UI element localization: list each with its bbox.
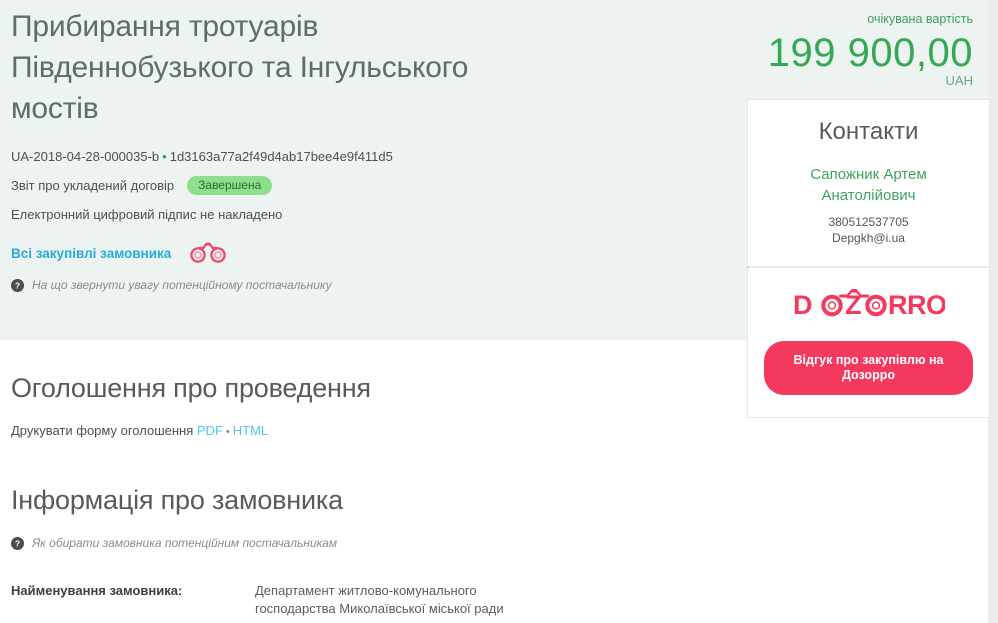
question-mark-icon: ? <box>11 537 24 550</box>
svg-text:?: ? <box>15 281 20 291</box>
expected-value-label: очікувана вартість <box>867 12 973 26</box>
customer-info-section: Інформація про замовника ? Як обирати за… <box>11 482 711 551</box>
print-pdf-link[interactable]: PDF <box>196 423 223 438</box>
contacts-heading: Контакти <box>818 118 919 145</box>
supplier-hint-row[interactable]: ? На що звернути увагу потенційному пост… <box>11 278 711 293</box>
binoculars-icon[interactable] <box>190 242 227 264</box>
dozorro-block: D Z RRO Відгук про закупівлю на Дозорро <box>748 268 989 417</box>
supplier-hint-text: На що звернути увагу потенційному постач… <box>32 278 332 292</box>
card-divider <box>748 266 989 268</box>
page-title: Прибирання тротуарів Південнобузького та… <box>11 10 469 125</box>
svg-text:Z: Z <box>845 290 861 318</box>
print-html-link[interactable]: HTML <box>232 423 269 438</box>
svg-text:?: ? <box>15 539 20 549</box>
expected-value-amount: 199 900,00 <box>767 31 973 75</box>
all-purchases-link[interactable]: Всі закупівлі замовника <box>11 245 172 261</box>
print-separator-dot-icon: • <box>225 426 230 438</box>
contact-person-name: Сапожник Артем Анатолійович <box>810 166 927 204</box>
contact-phone: 380512537705 <box>828 215 909 229</box>
expected-value-currency: UAH <box>945 73 973 88</box>
tender-id: UA-2018-04-28-000035-b <box>11 149 160 164</box>
announcement-heading: Оголошення про проведення <box>11 373 371 403</box>
customer-name-value: Департамент житлово-комунального господа… <box>255 583 504 616</box>
customer-info-heading: Інформація про замовника <box>11 485 343 515</box>
tender-hash: 1d3163a77a2f49d4ab17bee4e9f411d5 <box>169 149 393 164</box>
contacts-card: Контакти Сапожник Артем Анатолійович 380… <box>747 99 990 418</box>
question-mark-icon: ? <box>11 279 24 292</box>
all-purchases-row: Всі закупівлі замовника <box>11 242 711 264</box>
customer-hint-text: Як обирати замовника потенційним постача… <box>32 536 338 550</box>
status-badge: Завершена <box>187 176 273 195</box>
dozorro-logo-icon[interactable]: D Z RRO <box>793 288 947 320</box>
print-form-row: Друкувати форму оголошення PDF • HTML <box>11 422 711 441</box>
svg-text:D: D <box>793 290 812 318</box>
announcement-section: Оголошення про проведення Друкувати форм… <box>11 370 711 441</box>
report-status-line: Звіт про укладений договір Завершена <box>11 176 711 195</box>
customer-name-label: Найменування замовника: <box>11 583 183 598</box>
print-form-label: Друкувати форму оголошення <box>11 423 194 438</box>
signature-note: Електронний цифровий підпис не накладено <box>11 207 283 222</box>
svg-text:RRO: RRO <box>888 290 945 318</box>
header-left-column: Прибирання тротуарів Південнобузького та… <box>11 0 711 293</box>
customer-hint-row[interactable]: ? Як обирати замовника потенційним поста… <box>11 536 711 551</box>
contacts-details: Контакти Сапожник Артем Анатолійович 380… <box>748 100 989 266</box>
report-label: Звіт про укладений договір <box>11 178 175 193</box>
contact-email: Depgkh@i.ua <box>832 231 905 245</box>
customer-name-row: Найменування замовника: Департамент житл… <box>11 582 711 618</box>
expected-value-box: очікувана вартість 199 900,00 UAH <box>673 11 973 88</box>
separator-dot-icon: • <box>162 149 167 164</box>
page-scroll-gutter[interactable] <box>988 0 998 623</box>
dozorro-feedback-button[interactable]: Відгук про закупівлю на Дозорро <box>764 341 973 395</box>
tender-identifiers: UA-2018-04-28-000035-b • 1d3163a77a2f49d4a… <box>11 148 711 165</box>
